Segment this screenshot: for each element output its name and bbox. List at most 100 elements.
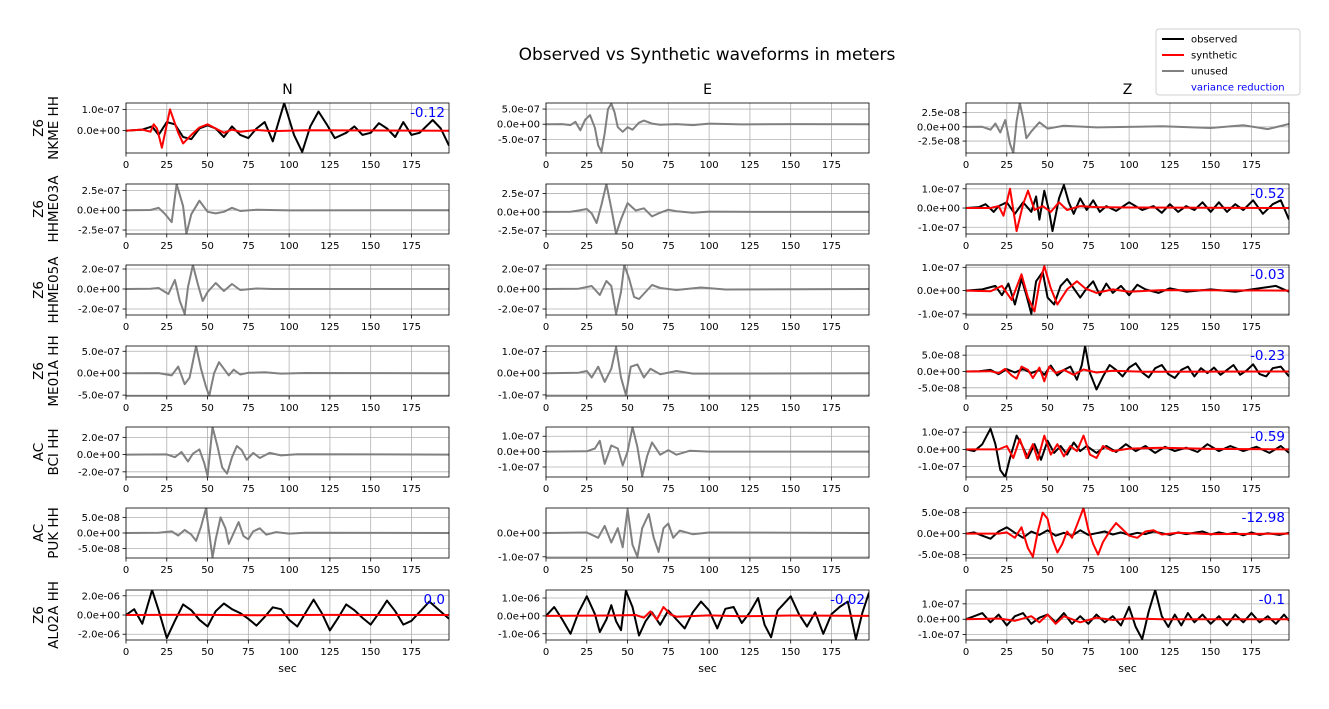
x-tick-label: 150 [781,647,800,658]
traces [546,590,869,640]
x-tick-label: 125 [320,484,339,495]
x-tick-label: 25 [580,403,593,414]
grid [125,427,449,477]
y-tick-label: -5.0e-07 [498,135,540,146]
station-code: NKME HH [46,96,62,160]
panel-r5-c1: 0 25 50 75 100 125 150 175 0.0e+00 -1.0e-07 [497,507,870,576]
x-tick-label: 175 [402,403,421,414]
y-tick-label: 1.0e-07 [922,184,960,195]
x-tick-label: 75 [662,241,675,252]
traces [966,103,1289,153]
x-tick-label: 125 [740,322,759,333]
synthetic-trace [966,508,1289,558]
traces [966,184,1289,233]
axes-frame [965,345,1290,397]
grid [545,184,869,234]
y-tick-label: 0.0e+00 [497,611,540,622]
x-tick-label: 150 [1201,647,1220,658]
x-tick-label: 175 [822,241,841,252]
y-tick-label: -1.0e-07 [498,552,540,563]
x-tick-label: 150 [781,565,800,576]
synthetic-trace [966,187,1289,233]
axes-frame [545,589,870,641]
x-tick-label: 75 [1082,565,1095,576]
x-tick-label: 125 [320,565,339,576]
y-tick-label: 1.0e-07 [922,428,960,439]
x-tick-label: 0 [123,484,129,495]
variance-reduction-value: -12.98 [1241,510,1285,526]
x-tick-label: 125 [320,160,339,171]
grid [125,184,449,234]
x-tick-label: 50 [1041,322,1054,333]
variance-reduction-value: 0.0 [424,592,445,608]
network-code: AC [31,524,47,542]
x-tick-label: 150 [781,160,800,171]
x-tick-label: 100 [280,565,299,576]
variance-reduction-value: -0.59 [1250,429,1285,445]
x-tick-label: 150 [361,241,380,252]
x-tick-label: 75 [242,484,255,495]
x-tick-label: 100 [280,647,299,658]
x-tick-label: 125 [740,484,759,495]
variance-reduction-value: -0.02 [830,592,865,608]
observed-trace [966,590,1289,640]
legend-box [1155,28,1301,96]
x-tick-label: 0 [963,322,969,333]
x-tick-label: 25 [160,322,173,333]
axes-frame [545,264,870,316]
variance-reduction-value: -0.52 [1250,186,1285,202]
x-tick-label: 50 [621,241,634,252]
network-code: Z6 [31,281,47,299]
observed-trace [966,346,1289,391]
legend-label: synthetic [1191,51,1237,62]
traces [126,508,449,558]
traces [126,346,449,396]
traces [966,265,1289,315]
x-tick-label: 50 [1041,647,1054,658]
variance-reduction-value: -0.1 [1259,592,1285,608]
x-tick-label: 25 [1000,484,1013,495]
network-code: AC [31,443,47,461]
x-tick-label: 50 [201,322,214,333]
x-tick-label: 175 [822,484,841,495]
x-tick-label: 175 [822,565,841,576]
x-tick-label: 25 [1000,403,1013,414]
panel-r0-c0: 0 25 50 75 100 125 150 175 1.0e-07 0.0e+00 -0.12 [77,102,450,171]
y-tick-label: -1.0e-07 [918,630,960,641]
x-tick-label: 175 [1242,403,1261,414]
x-tick-label: 75 [662,322,675,333]
panel-r6-c2: 0 25 50 75 100 125 150 175 1.0e-07 0.0e+00 -1.0e-0… [917,589,1290,675]
axes-frame [125,426,450,478]
x-tick-label: 0 [963,565,969,576]
axes-frame [545,345,870,397]
panel-r5-c2: 0 25 50 75 100 125 150 175 5.0e-08 0.0e+00 -5.0e-0… [917,507,1290,576]
unused-trace [126,265,449,315]
axes-frame [125,264,450,316]
x-tick-label: 50 [1041,565,1054,576]
panel-r0-c1: 0 25 50 75 100 125 150 175 5.0e-07 0.0e+00 -5.0e-0… [497,102,870,171]
panel-r6-c1: 0 25 50 75 100 125 150 175 1.0e-06 0.0e+00 -1.0e-0… [497,589,870,675]
x-tick-label: 75 [1082,403,1095,414]
y-tick-label: 0.0e+00 [77,206,120,217]
x-tick-label: 150 [781,241,800,252]
x-tick-label: 25 [160,241,173,252]
station-label-6: Z6 AL02A HH [31,581,62,649]
x-tick-label: 125 [740,160,759,171]
panel-r4-c1: 0 25 50 75 100 125 150 175 1.0e-07 0.0e+00 -1.0e-0… [497,426,870,495]
x-tick-label: 25 [580,160,593,171]
y-tick-label: 0.0e+00 [917,204,960,215]
x-tick-label: 25 [580,647,593,658]
x-tick-label: 175 [402,565,421,576]
y-tick-label: 1.0e-07 [502,432,540,443]
network-code: Z6 [31,200,47,218]
x-tick-label: 100 [700,160,719,171]
x-tick-label: 100 [280,403,299,414]
x-axis-label: sec [1118,662,1137,675]
station-label-1: Z6 HHME03A [31,175,62,243]
y-tick-label: 2.0e-07 [82,265,120,276]
x-tick-label: 100 [1120,484,1139,495]
axes-frame [125,345,450,397]
x-tick-label: 50 [201,403,214,414]
panel-r2-c2: 0 25 50 75 100 125 150 175 1.0e-07 0.0e+00 -1.0e-0… [917,263,1290,333]
y-tick-label: 0.0e+00 [917,529,960,540]
